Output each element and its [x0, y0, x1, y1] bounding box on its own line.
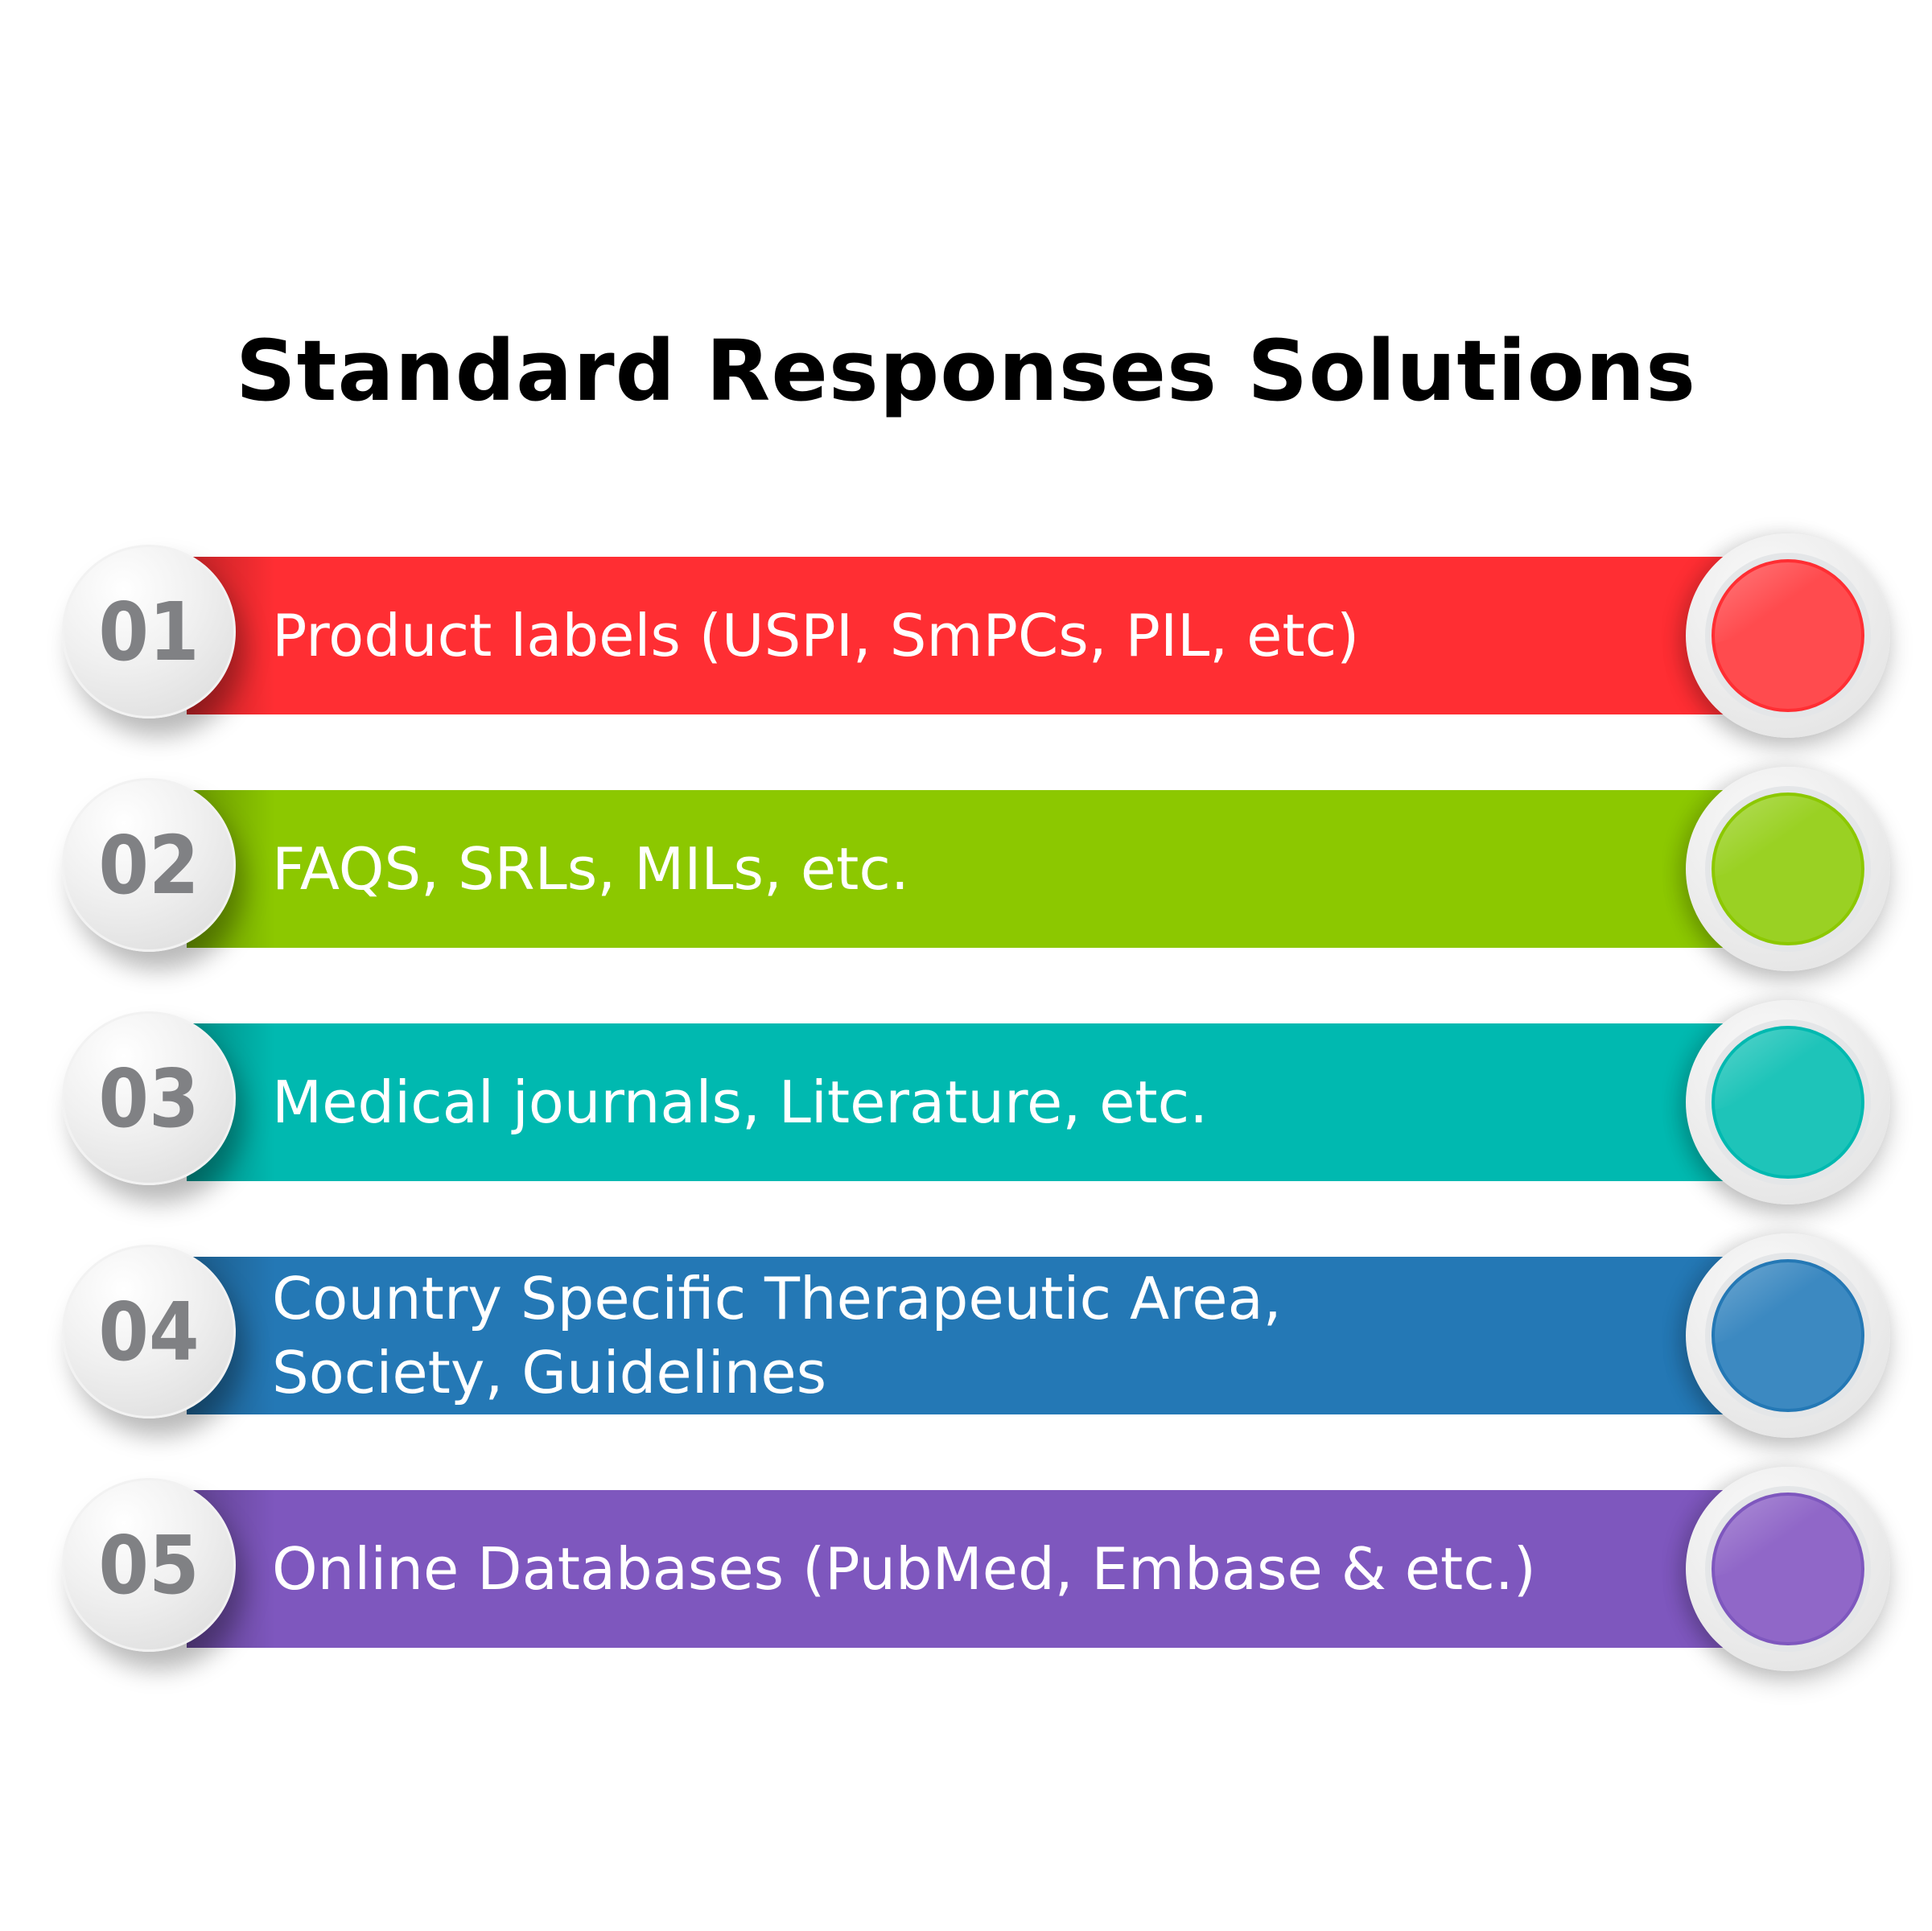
page-title: Standard Responses Solutions	[235, 322, 1697, 420]
item-number-badge: 04	[62, 1245, 236, 1418]
item-number-badge: 02	[62, 778, 236, 952]
list-item: Medical journals, Literature, etc. 03	[0, 1000, 1932, 1265]
list-item: Product labels (USPI, SmPCs, PIL, etc) 0…	[0, 533, 1932, 798]
knob-icon	[1686, 1000, 1890, 1204]
item-label: Country Specific Therapeutic Area, Socie…	[272, 1265, 1282, 1406]
item-label: Medical journals, Literature, etc.	[272, 1068, 1209, 1136]
item-bar	[187, 557, 1788, 714]
knob-icon	[1686, 533, 1890, 738]
item-label: Product labels (USPI, SmPCs, PIL, etc)	[272, 602, 1360, 669]
knob-icon	[1686, 1233, 1890, 1438]
item-number-badge: 03	[62, 1011, 236, 1185]
list-item: Country Specific Therapeutic Area, Socie…	[0, 1233, 1932, 1498]
item-number-badge: 01	[62, 545, 236, 718]
item-bar	[187, 1490, 1788, 1648]
item-label: FAQS, SRLs, MILs, etc.	[272, 835, 909, 903]
knob-icon	[1686, 767, 1890, 971]
list-item: FAQS, SRLs, MILs, etc. 02	[0, 767, 1932, 1031]
item-bar	[187, 1023, 1788, 1181]
knob-icon	[1686, 1467, 1890, 1671]
item-number-badge: 05	[62, 1478, 236, 1652]
item-label: Online Databases (PubMed, Embase & etc.)	[272, 1535, 1536, 1603]
list-item: Online Databases (PubMed, Embase & etc.)…	[0, 1467, 1932, 1731]
item-bar	[187, 790, 1788, 948]
